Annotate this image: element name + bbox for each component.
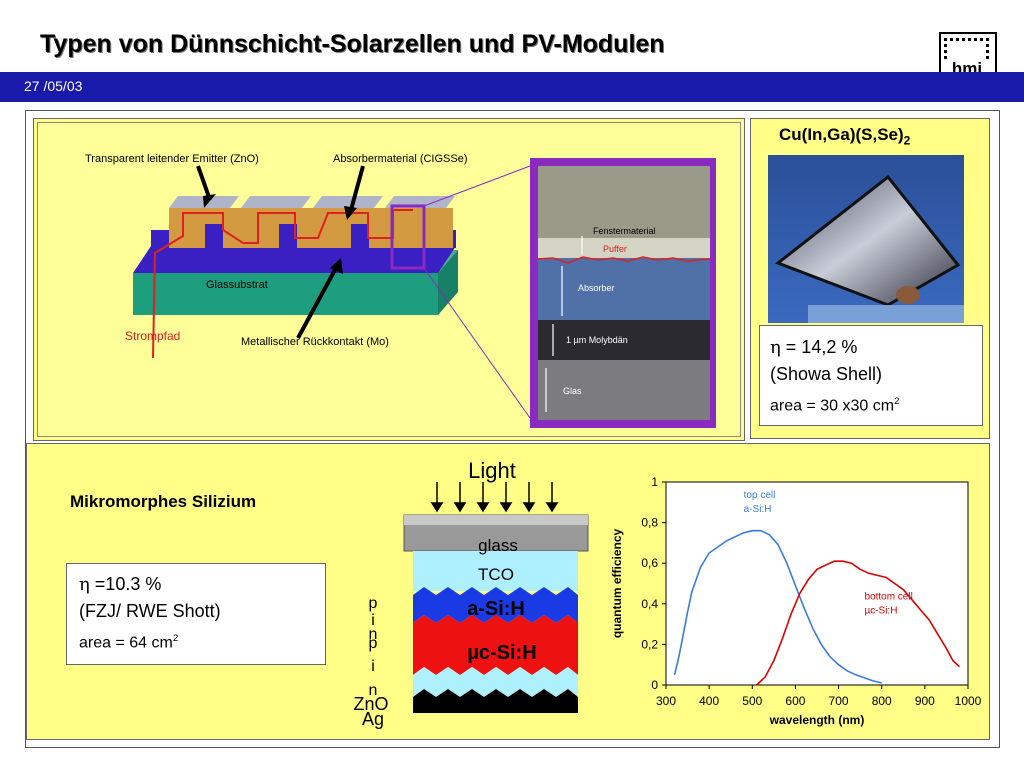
series-label-1: µc-Si:H bbox=[864, 606, 897, 617]
header-band bbox=[0, 72, 1024, 102]
solar-module-shape bbox=[774, 174, 961, 307]
x-tick-label: 1000 bbox=[955, 694, 982, 708]
micrograph-glass-layer bbox=[538, 360, 710, 420]
y-axis-label: quantum efficiency bbox=[610, 529, 624, 639]
x-tick-label: 800 bbox=[872, 694, 892, 708]
a-si-stack-label: a-Si:H bbox=[467, 598, 525, 620]
x-tick-label: 900 bbox=[915, 694, 935, 708]
micromorph-area-text: area = 64 cm bbox=[79, 634, 173, 652]
glass-stack-label: glass bbox=[478, 536, 518, 555]
i1-label: i bbox=[371, 612, 375, 629]
cigs-cell-diagram: Transparent leitender Emitter (ZnO) Abso… bbox=[85, 153, 716, 428]
material-formula-main: Cu(In,Ga)(S,Se) bbox=[779, 125, 904, 144]
current-path-line bbox=[152, 209, 413, 359]
micromorph-area-sup: 2 bbox=[172, 633, 179, 644]
x-tick-label: 500 bbox=[742, 694, 762, 708]
cigs-module-photo bbox=[768, 155, 964, 323]
cigs-manufacturer: (Showa Shell) bbox=[770, 364, 883, 384]
a-si-layer bbox=[413, 587, 578, 623]
y-tick-label: 0,8 bbox=[641, 516, 658, 530]
eta-symbol: η bbox=[770, 337, 781, 358]
current-path-label: Strompfad bbox=[125, 329, 180, 343]
uc-si-layer bbox=[413, 615, 578, 675]
hand-shape bbox=[896, 286, 920, 304]
series-line-1 bbox=[756, 560, 960, 686]
n1-label: n bbox=[369, 626, 378, 643]
page-title: Typen von Dünnschicht-Solarzellen und PV… bbox=[40, 30, 665, 58]
x-tick-label: 400 bbox=[699, 694, 719, 708]
light-label: Light bbox=[468, 458, 516, 483]
tco-layer bbox=[413, 551, 578, 591]
buffer-layer-label: Puffer bbox=[603, 244, 627, 254]
series-label-0: top cell bbox=[744, 490, 776, 501]
y-tick-label: 0,6 bbox=[641, 556, 658, 570]
series-label-0: a-Si:H bbox=[744, 504, 772, 515]
y-tick-label: 0,4 bbox=[641, 597, 658, 611]
x-tick-label: 600 bbox=[785, 694, 805, 708]
micromorph-efficiency-line: η =10.3 % bbox=[79, 571, 313, 598]
n2-label: n bbox=[369, 682, 378, 699]
glass-substrate-label: Glassubstrat bbox=[206, 279, 268, 291]
light-arrows bbox=[430, 482, 559, 513]
chart-plot-area bbox=[665, 481, 969, 686]
back-contact-layer bbox=[133, 246, 456, 273]
cigs-area: area = 30 x30 cm2 bbox=[770, 388, 972, 419]
uc-si-stack-label: µc-Si:H bbox=[467, 642, 536, 664]
series-line-0 bbox=[673, 529, 882, 684]
series-label-1: bottom cell bbox=[864, 592, 912, 603]
y-tick-label: 0 bbox=[651, 678, 658, 692]
y-tick-label: 0,2 bbox=[641, 637, 658, 651]
emitter-label: Transparent leitender Emitter (ZnO) bbox=[85, 153, 259, 165]
material-formula-sub: 2 bbox=[903, 133, 911, 148]
micrograph-mo-layer bbox=[538, 320, 710, 360]
glass-layer-label: Glas bbox=[563, 386, 582, 396]
cigs-area-text: area = 30 x30 cm bbox=[770, 397, 895, 415]
y-tick-label: 1 bbox=[651, 475, 658, 489]
micromorph-stack-diagram: Light glass TCO a-Si:H µc-Si:H p i n p i… bbox=[353, 458, 589, 729]
x-tick-label: 700 bbox=[829, 694, 849, 708]
absorber-layer-label: Absorber bbox=[578, 283, 615, 293]
back-contact-label: Metallischer Rückkontakt (Mo) bbox=[241, 336, 389, 348]
zno-stack-label: ZnO bbox=[353, 694, 388, 714]
glass-substrate-front bbox=[133, 273, 438, 315]
micromorph-efficiency-value: =10.3 % bbox=[89, 574, 162, 594]
i2-label: i bbox=[371, 658, 375, 675]
cigs-area-sup: 2 bbox=[894, 396, 900, 407]
zoom-frame bbox=[390, 204, 426, 270]
x-axis-label: wavelength (nm) bbox=[769, 713, 865, 727]
micromorph-area: area = 64 cm2 bbox=[79, 625, 313, 656]
tco-stack-label: TCO bbox=[478, 565, 514, 584]
cigs-efficiency-value: = 14,2 % bbox=[780, 337, 858, 357]
cigs-efficiency-line: η = 14,2 % bbox=[770, 334, 972, 361]
zno-layer bbox=[413, 667, 578, 697]
x-tick-label: 300 bbox=[656, 694, 676, 708]
eta-symbol-2: η bbox=[79, 574, 90, 595]
micromorph-efficiency-box: η =10.3 % (FZJ/ RWE Shott) area = 64 cm2 bbox=[66, 563, 326, 665]
window-layer-label: Fenstermaterial bbox=[593, 226, 656, 236]
date-label: 27 /05/03 bbox=[24, 78, 83, 94]
p2-label: p bbox=[369, 635, 378, 652]
micromorph-manufacturer: (FZJ/ RWE Shott) bbox=[79, 601, 221, 621]
micrograph-absorber-layer bbox=[538, 258, 710, 320]
micromorph-heading: Mikromorphes Silizium bbox=[70, 492, 257, 511]
cigs-material-formula: Cu(In,Ga)(S,Se)2 bbox=[779, 125, 910, 147]
p1-label: p bbox=[369, 595, 378, 612]
cigs-efficiency-box: η = 14,2 % (Showa Shell) area = 30 x30 c… bbox=[759, 325, 983, 426]
ag-layer bbox=[413, 689, 578, 713]
molybdenum-layer-label: 1 µm Molybdän bbox=[566, 335, 628, 345]
absorber-material-label: Absorbermaterial (CIGSSe) bbox=[333, 153, 468, 165]
quantum-efficiency-chart: 0 0,2 0,4 0,6 0,8 1 300 400 500 600 700 800 900 1000 w… bbox=[610, 475, 982, 727]
ag-stack-label: Ag bbox=[362, 709, 384, 729]
